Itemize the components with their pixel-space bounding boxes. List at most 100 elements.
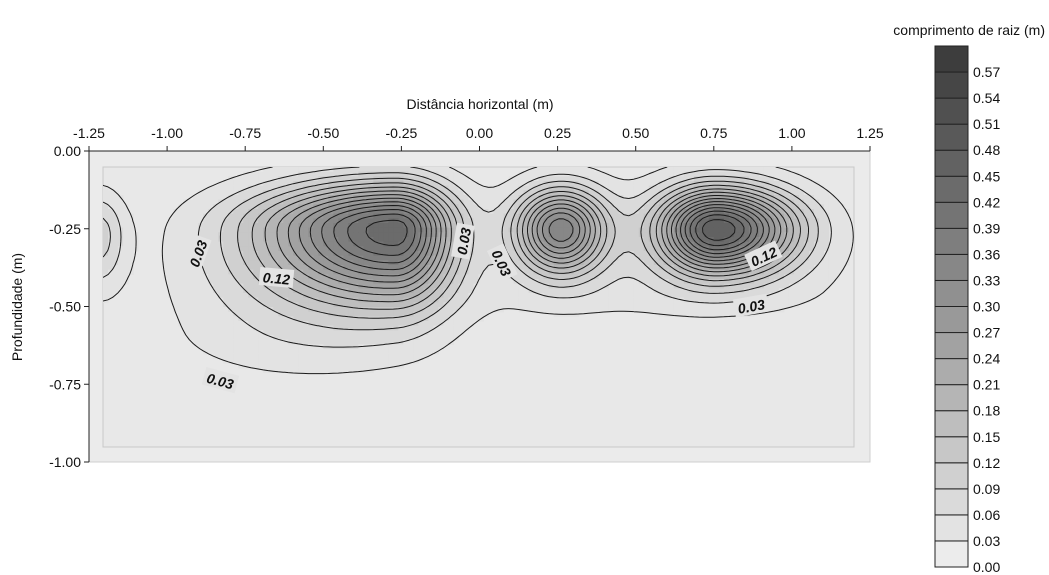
contour-band-cell [328, 181, 334, 187]
contour-band-cell [723, 171, 730, 177]
contour-band-cell [263, 363, 269, 369]
contour-band-cell [223, 279, 229, 285]
contour-band-cell [403, 344, 410, 350]
contour-band-cell [293, 311, 299, 317]
contour-band-cell [728, 293, 735, 299]
contour-band-cell [273, 288, 279, 294]
contour-band-cell [253, 358, 259, 364]
contour-band-cell [533, 302, 540, 308]
contour-band-cell [268, 213, 274, 219]
contour-band-cell [658, 269, 665, 275]
colorbar-tick-label: 0.18 [973, 403, 1000, 419]
contour-band-cell [708, 232, 715, 238]
contour-band-cell [728, 265, 735, 271]
contour-band-cell [538, 176, 545, 182]
contour-band-cell [328, 330, 334, 336]
contour-band-cell [553, 307, 560, 313]
contour-band-cell [243, 283, 249, 289]
contour-band-cell [243, 307, 249, 313]
contour-band-cell [303, 260, 309, 266]
contour-band-cell [548, 293, 555, 299]
contour-band-cell [643, 288, 650, 294]
contour-band-cell [263, 316, 269, 322]
contour-band-cell [638, 279, 645, 285]
contour-band-cell [448, 176, 455, 182]
contour-band-cell [698, 269, 705, 275]
contour-band-cell [288, 358, 294, 364]
contour-band-cell [803, 279, 810, 285]
contour-band-cell [668, 218, 675, 224]
contour-band-cell [278, 185, 284, 191]
contour-band-cell [288, 176, 294, 182]
contour-band-cell [298, 260, 304, 266]
contour-band-cell [653, 195, 660, 201]
contour-band-cell [743, 246, 750, 252]
contour-band-cell [488, 204, 495, 210]
contour-band-cell [783, 297, 790, 303]
contour-band-cell [228, 330, 234, 336]
contour-band-cell [778, 232, 785, 238]
contour-band-cell [603, 213, 610, 219]
contour-band-cell [613, 269, 620, 275]
contour-band-cell [203, 227, 209, 233]
contour-band-cell [263, 246, 269, 252]
contour-band-cell [398, 293, 404, 299]
contour-band-cell [648, 269, 655, 275]
contour-band-cell [393, 358, 399, 364]
contour-band-cell [303, 279, 309, 285]
contour-band-cell [808, 232, 815, 238]
contour-band-cell [568, 297, 575, 303]
contour-band-cell [173, 302, 179, 308]
contour-band-cell [518, 279, 525, 285]
contour-band-cell [698, 213, 705, 219]
contour-band-cell [713, 241, 720, 247]
contour-band-cell [243, 255, 249, 261]
contour-band-cell [698, 237, 705, 243]
contour-band-cell [403, 167, 410, 173]
contour-band-cell [358, 227, 364, 233]
contour-band-cell [418, 330, 425, 336]
contour-band-cell [643, 223, 650, 229]
contour-band-cell [278, 213, 284, 219]
contour-band-cell [123, 246, 129, 252]
contour-band-cell [263, 330, 269, 336]
contour-band-cell [373, 204, 379, 210]
contour-band-cell [713, 213, 720, 219]
contour-band-cell [698, 171, 705, 177]
contour-band-cell [578, 297, 585, 303]
contour-band-cell [168, 279, 174, 285]
contour-band-cell [708, 288, 715, 294]
contour-band-cell [448, 316, 455, 322]
contour-band-cell [603, 246, 610, 252]
contour-band-cell [513, 237, 520, 243]
contour-band-cell [698, 190, 705, 196]
contour-band-cell [468, 260, 475, 266]
contour-band-cell [288, 251, 294, 257]
contour-band-cell [548, 260, 555, 266]
contour-band-cell [293, 255, 299, 261]
contour-band-cell [393, 269, 399, 275]
contour-band-cell [783, 209, 790, 215]
contour-band-cell [298, 176, 304, 182]
contour-band-cell [303, 227, 309, 233]
contour-band-cell [458, 274, 465, 280]
contour-band-cell [363, 316, 369, 322]
contour-band-cell [618, 279, 625, 285]
contour-band-cell [758, 195, 765, 201]
contour-band-cell [773, 302, 780, 308]
contour-band-cell [448, 167, 455, 173]
contour-band-cell [358, 213, 364, 219]
contour-band-cell [438, 274, 445, 280]
contour-band-cell [178, 255, 184, 261]
contour-band-cell [338, 349, 344, 355]
contour-band-cell [268, 335, 274, 341]
contour-band-cell [648, 176, 655, 182]
contour-band-cell [403, 325, 410, 331]
contour-band-cell [383, 227, 389, 233]
contour-band-cell [318, 227, 324, 233]
contour-band-cell [258, 251, 264, 257]
contour-band-cell [453, 223, 460, 229]
contour-band-cell [248, 255, 254, 261]
contour-line-0.39 [347, 210, 752, 256]
contour-band-cell [408, 321, 415, 327]
